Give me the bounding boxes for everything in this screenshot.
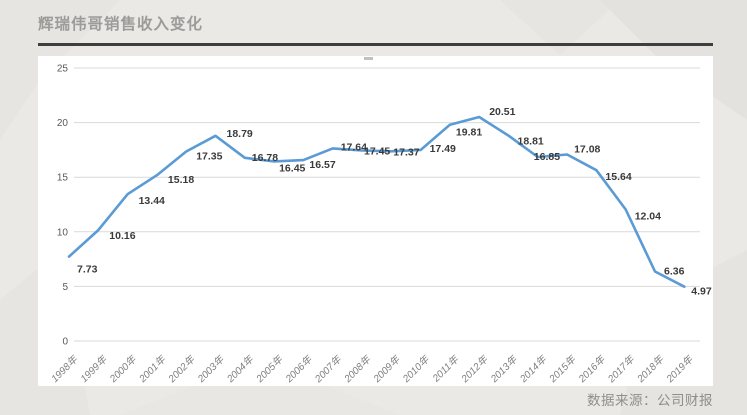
data-label: 4.97 <box>691 286 712 298</box>
x-axis-tick-label: 2019年 <box>663 353 696 386</box>
data-label: 12.04 <box>635 211 661 223</box>
x-axis-tick-label: 2002年 <box>165 353 198 386</box>
x-axis-tick-label: 2013年 <box>488 353 521 386</box>
x-axis-tick-label: 2001年 <box>136 353 169 386</box>
y-axis-tick-label: 15 <box>57 173 69 184</box>
data-label: 15.64 <box>605 171 631 183</box>
data-label: 17.49 <box>430 143 456 155</box>
x-axis-tick-label: 2014年 <box>517 353 550 386</box>
x-axis-tick-label: 2017年 <box>605 353 638 386</box>
x-axis-tick-label: 2005年 <box>253 353 286 386</box>
x-axis-tick-label: 2018年 <box>634 353 667 386</box>
data-label: 7.73 <box>77 264 98 276</box>
data-label: 15.18 <box>168 174 194 186</box>
y-axis-tick-label: 5 <box>62 282 68 293</box>
x-axis-tick-label: 1999年 <box>78 353 110 385</box>
series-line <box>67 115 686 288</box>
data-label: 17.35 <box>196 151 222 163</box>
data-label: 10.16 <box>109 230 135 242</box>
data-label: 17.08 <box>574 143 600 155</box>
data-label: 16.45 <box>279 162 305 174</box>
data-label: 16.78 <box>252 152 278 164</box>
data-label: 6.36 <box>664 266 685 278</box>
x-axis-tick-label: 2008年 <box>341 353 374 386</box>
source-note: 数据来源：公司财报 <box>587 393 713 408</box>
data-label: 16.85 <box>534 151 560 163</box>
x-axis-tick-label: 2015年 <box>546 353 579 386</box>
x-axis-tick-label: 2012年 <box>458 353 491 386</box>
data-label: 17.45 <box>364 145 390 157</box>
data-label: 18.79 <box>227 128 253 140</box>
data-label: 18.81 <box>518 136 544 148</box>
title-divider <box>38 43 713 46</box>
y-axis-tick-label: 0 <box>62 337 68 348</box>
legend-remnant-mark <box>364 57 373 60</box>
y-axis-tick-label: 20 <box>57 118 69 129</box>
x-axis-tick-label: 2011年 <box>430 353 462 385</box>
chart-card: 0 5 10 15 20 25 1998年 1999年 2000年 2001年 2002年 2003年… <box>38 56 713 386</box>
data-label: 19.81 <box>456 127 482 139</box>
x-axis-tick-label: 2010年 <box>400 353 433 386</box>
data-label: 20.51 <box>489 106 515 118</box>
page-title: 辉瑞伟哥销售收入变化 <box>38 16 204 33</box>
x-axis-tick-label: 2006年 <box>283 353 316 386</box>
x-axis-tick-label: 2003年 <box>195 353 228 386</box>
data-label: 13.44 <box>139 195 165 207</box>
x-axis-tick-label: 2009年 <box>370 353 403 386</box>
line-chart: 0 5 10 15 20 25 1998年1999年2000年2001年2002年2003年… <box>49 64 712 386</box>
data-label: 17.37 <box>393 146 419 158</box>
x-axis-tick-label: 2016年 <box>576 353 609 386</box>
y-axis-tick-label: 25 <box>57 64 69 75</box>
x-axis-tick-label: 1998年 <box>49 353 81 385</box>
x-axis-tick-label: 2004年 <box>224 353 257 386</box>
x-axis-tick-label: 2007年 <box>312 353 345 386</box>
data-label: 16.57 <box>309 159 335 171</box>
y-axis-tick-label: 10 <box>57 227 69 238</box>
x-axis-tick-label: 2000年 <box>107 353 140 386</box>
data-label: 17.64 <box>341 141 367 153</box>
